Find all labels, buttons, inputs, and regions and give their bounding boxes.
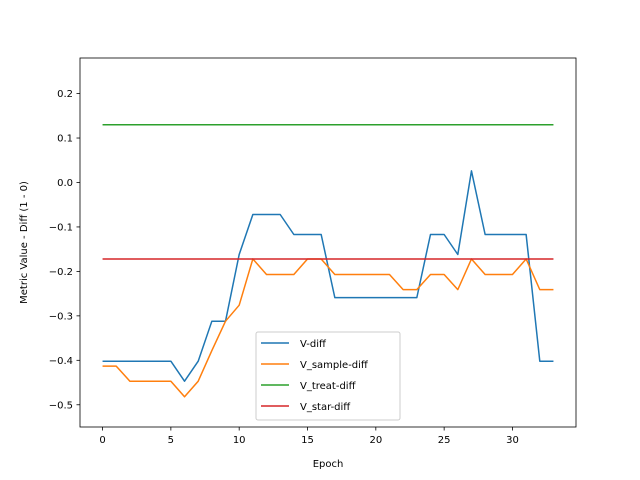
y-axis-label: Metric Value - Diff (1 - 0)	[19, 181, 30, 304]
x-axis-label: Epoch	[313, 459, 344, 470]
y-tick-label: 0.0	[57, 178, 73, 189]
legend-label: V_star-diff	[300, 402, 351, 413]
y-axis-ticks: −0.5 −0.4 −0.3 −0.2 −0.1 0.0 0.1 0.2	[49, 89, 80, 411]
legend-label: V-diff	[300, 339, 327, 350]
x-axis-ticks: 0 5 10 15 20 25 30	[99, 427, 519, 446]
x-tick-label: 0	[99, 435, 105, 446]
y-tick-label: −0.1	[49, 222, 73, 233]
y-tick-label: −0.5	[49, 400, 73, 411]
y-tick-label: −0.3	[49, 311, 73, 322]
y-tick-label: 0.1	[57, 134, 73, 145]
y-tick-label: −0.2	[49, 267, 73, 278]
series-layer	[102, 123, 554, 398]
x-tick-label: 25	[438, 435, 451, 446]
legend-items: V-diff V_sample-diff V_treat-diff V_star-di…	[261, 339, 369, 413]
axes-frame	[79, 57, 577, 428]
x-tick-label: 15	[301, 435, 314, 446]
x-tick-label: 10	[233, 435, 246, 446]
legend-box	[255, 331, 401, 421]
y-tick-label: −0.4	[49, 356, 73, 367]
x-tick-label: 5	[168, 435, 174, 446]
series-line-v-sample-diff	[102, 258, 554, 398]
legend-label: V_treat-diff	[300, 381, 357, 392]
x-tick-label: 20	[369, 435, 382, 446]
x-tick-label: 30	[506, 435, 519, 446]
y-tick-label: 0.2	[57, 89, 73, 100]
legend: V-diff V_sample-diff V_treat-diff V_star-di…	[255, 331, 401, 421]
legend-label: V_sample-diff	[300, 360, 369, 371]
